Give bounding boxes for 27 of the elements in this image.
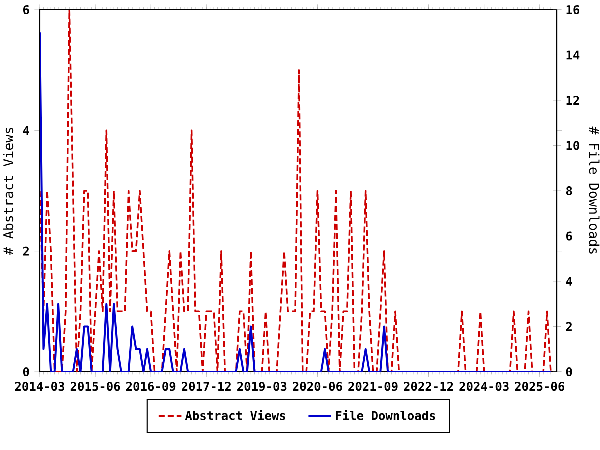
x-tick-label: 2017-12 [182,382,231,392]
y2-tick-label: 16 [566,5,580,15]
y2-tick-label: 2 [566,322,572,332]
legend-label: File Downloads [336,410,436,420]
y-tick-label: 0 [23,367,30,377]
y-tick-label: 2 [23,246,29,256]
y2-tick-label: 12 [566,96,580,105]
y2-tick-label: 14 [566,50,580,60]
x-tick-label: 2025-06 [515,382,565,392]
x-tick-label: 2021-09 [348,382,398,392]
x-tick-label: 2022-12 [404,382,454,392]
y2-tick-label: 4 [566,277,572,286]
y-axis-title: # Abstract Views [3,128,14,256]
x-tick-label: 2019-03 [238,382,287,392]
x-tick-label: 2014-03 [15,382,64,392]
x-tick-label: 2020-06 [293,382,342,392]
y2-tick-label: 0 [566,367,572,377]
y2-tick-label: 8 [566,186,572,196]
y-tick-label: 6 [24,5,30,15]
x-tick-label: 2024-03 [460,382,509,392]
y2-tick-label: 6 [566,232,572,241]
y2-axis-title: # File Downloads [589,126,600,254]
y2-tick-label: 10 [566,141,580,150]
x-tick-label: 2015-06 [70,382,120,392]
y-tick-label: 4 [23,126,30,136]
x-tick-label: 2016-09 [126,382,176,392]
legend-label: Abstract Views [185,410,286,420]
